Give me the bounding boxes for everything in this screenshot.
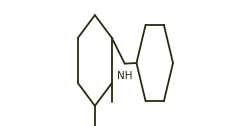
Text: NH: NH [117, 71, 133, 81]
